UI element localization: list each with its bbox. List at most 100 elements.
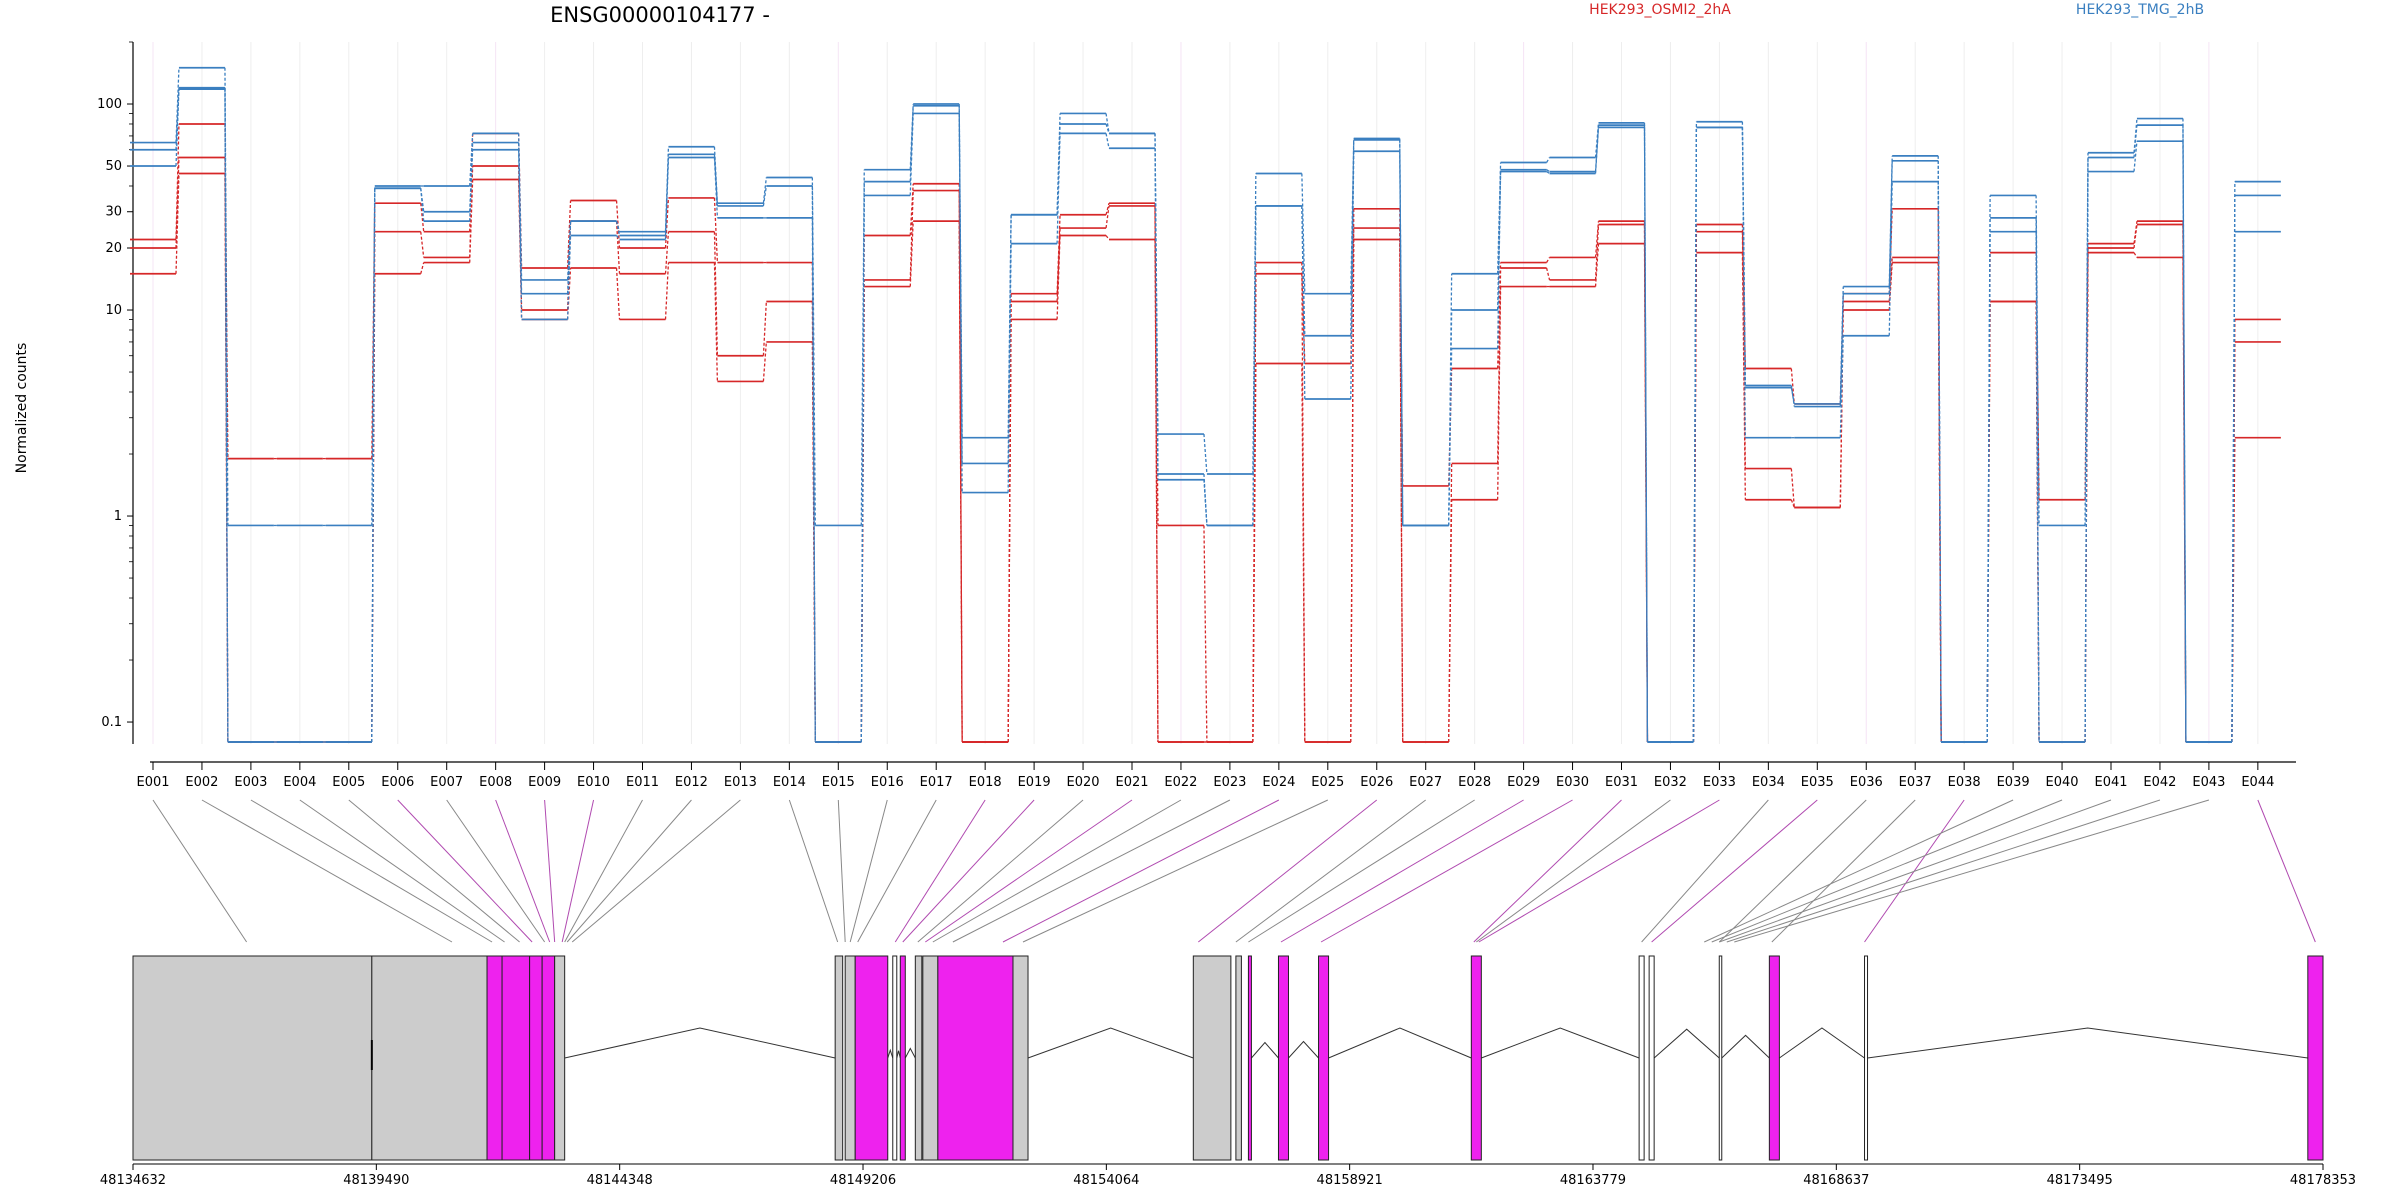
series-connector bbox=[469, 149, 474, 222]
series-connector bbox=[566, 235, 572, 320]
exon-block bbox=[892, 955, 898, 1161]
exon-label-e026: E026 bbox=[1360, 775, 1393, 790]
series-connector bbox=[1252, 363, 1257, 743]
series-connector bbox=[664, 231, 670, 274]
series-connector bbox=[1399, 151, 1404, 526]
exon-connector-e004 bbox=[299, 799, 505, 943]
exon-block bbox=[1470, 955, 1482, 1161]
exon-connector-e012 bbox=[566, 799, 692, 943]
series-connector bbox=[713, 197, 719, 263]
series-connector bbox=[469, 179, 474, 263]
series-connector bbox=[1545, 267, 1551, 281]
exon-block bbox=[132, 955, 373, 1161]
y-tick-label: 20 bbox=[105, 241, 122, 256]
intron bbox=[1721, 1034, 1770, 1059]
y-tick-label: 1 bbox=[114, 509, 122, 524]
exon-label-e029: E029 bbox=[1507, 775, 1540, 790]
exon-label-e017: E017 bbox=[920, 775, 953, 790]
exon-connector-e030 bbox=[1320, 799, 1573, 943]
exon-connector-e019 bbox=[902, 799, 1035, 943]
exon-label-e019: E019 bbox=[1018, 775, 1051, 790]
series-connector bbox=[1056, 235, 1061, 320]
series-connector bbox=[1741, 127, 1746, 438]
series-connector bbox=[1497, 286, 1502, 500]
exon-connector-e041 bbox=[1719, 799, 2112, 943]
exon-connector-e031 bbox=[1473, 799, 1622, 943]
series-connector bbox=[860, 169, 865, 526]
series-connector bbox=[2133, 141, 2138, 172]
series-6 bbox=[130, 88, 2281, 743]
series-connector bbox=[1546, 169, 1550, 173]
series-connector bbox=[1497, 171, 1502, 349]
series-connector bbox=[664, 262, 670, 320]
exon-label-e006: E006 bbox=[381, 775, 414, 790]
series-connector bbox=[371, 188, 376, 743]
exon-connector-e022 bbox=[932, 799, 1182, 943]
exon-connector-e027 bbox=[1235, 799, 1426, 943]
gene-model: 48134632 48139490 48144348 48149206 48154064… bbox=[100, 955, 2356, 1188]
intron bbox=[1481, 1027, 1640, 1059]
exon-label-e004: E004 bbox=[283, 775, 316, 790]
series-connector bbox=[1154, 148, 1159, 474]
y-tick-label: 0.1 bbox=[101, 715, 122, 730]
exon-block bbox=[1247, 955, 1252, 1161]
exon-label-e023: E023 bbox=[1213, 775, 1246, 790]
series-connector bbox=[1105, 203, 1110, 215]
coord-label: 48168637 bbox=[1803, 1173, 1869, 1188]
exon-block bbox=[1192, 955, 1232, 1161]
series-connector bbox=[2133, 252, 2138, 258]
exon-label-e007: E007 bbox=[430, 775, 463, 790]
exon-block bbox=[1718, 955, 1723, 1161]
series-connector bbox=[1203, 434, 1208, 475]
exon-connector-e014 bbox=[788, 799, 839, 943]
series-connector bbox=[371, 185, 376, 526]
series-connector bbox=[1790, 387, 1795, 405]
legend-tmg: HEK293_TMG_2hB bbox=[2076, 2, 2204, 18]
series-connector bbox=[1203, 479, 1208, 526]
series-connector bbox=[1105, 235, 1110, 240]
exon-connector-e003 bbox=[250, 799, 493, 943]
intron bbox=[896, 1050, 901, 1059]
exon-label-e037: E037 bbox=[1899, 775, 1932, 790]
exon-block bbox=[529, 955, 543, 1161]
exon-label-e020: E020 bbox=[1067, 775, 1100, 790]
series-connector bbox=[1888, 262, 1893, 311]
exon-label-e031: E031 bbox=[1605, 775, 1638, 790]
series-connector bbox=[469, 133, 474, 187]
exon-label-e016: E016 bbox=[871, 775, 904, 790]
series-connector bbox=[1056, 214, 1061, 294]
exon-block bbox=[854, 955, 889, 1161]
exon-block bbox=[554, 955, 566, 1161]
series-connector bbox=[860, 195, 865, 743]
series-connector bbox=[1154, 239, 1159, 743]
series-connector bbox=[1839, 310, 1844, 508]
series-connector bbox=[2084, 243, 2089, 500]
exon-connector-e024 bbox=[1002, 799, 1280, 943]
series-connector bbox=[420, 188, 425, 222]
intron bbox=[1328, 1027, 1472, 1059]
exon-label-e039: E039 bbox=[1997, 775, 2030, 790]
series-connector bbox=[1790, 468, 1795, 508]
series-connector bbox=[1105, 205, 1110, 229]
series-connector bbox=[811, 177, 816, 526]
series-connector bbox=[1497, 267, 1502, 464]
exon-connector-e021 bbox=[925, 799, 1133, 943]
exon-label-e040: E040 bbox=[2046, 775, 2079, 790]
exon-label-e030: E030 bbox=[1556, 775, 1589, 790]
exon-label-e014: E014 bbox=[773, 775, 806, 790]
exon-label-e021: E021 bbox=[1115, 775, 1148, 790]
series-connector bbox=[664, 157, 670, 240]
exon-connector-e009 bbox=[544, 799, 556, 943]
series-connector bbox=[1888, 181, 1893, 336]
series-connector bbox=[1056, 133, 1061, 244]
series-connector bbox=[175, 67, 180, 143]
series-connector bbox=[1594, 243, 1600, 287]
series-connector bbox=[1594, 224, 1600, 280]
exon-connector-e035 bbox=[1651, 799, 1818, 943]
exon-label-e009: E009 bbox=[528, 775, 561, 790]
exon-block bbox=[1864, 955, 1869, 1161]
exon-block bbox=[1648, 955, 1655, 1161]
exon-connector-e042 bbox=[1726, 799, 2161, 943]
exon-connector-e025 bbox=[1022, 799, 1329, 943]
series-connector bbox=[615, 200, 621, 249]
